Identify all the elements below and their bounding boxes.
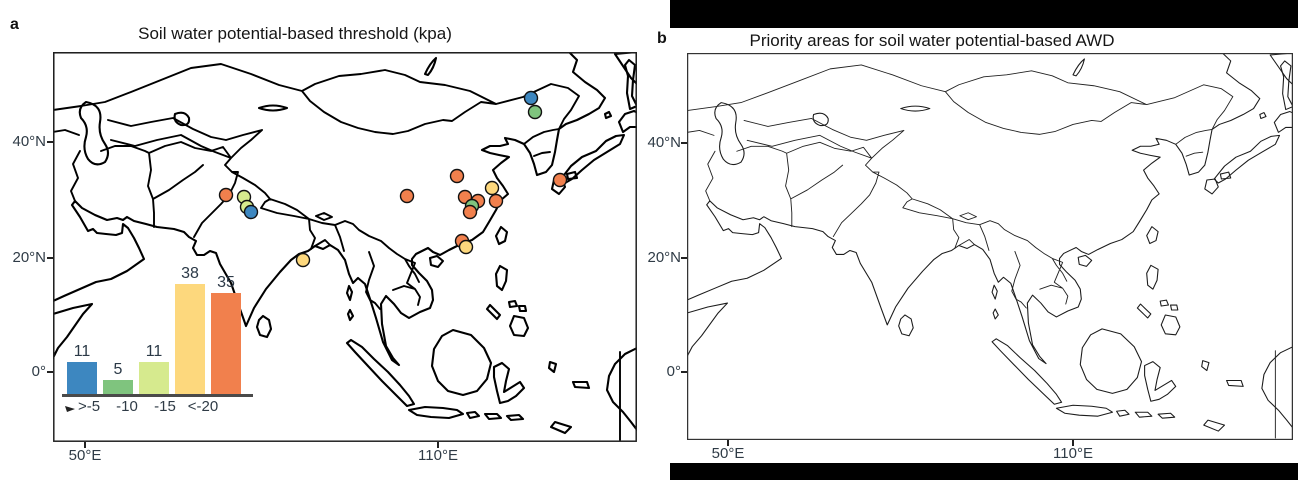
bar-value-label: 11 xyxy=(73,343,91,361)
panel-b-xtick-110e: 110°E xyxy=(1053,445,1093,462)
inset-category-labels: >-5 -10 -15 <-20 xyxy=(70,398,253,415)
panel-a-xtick-110e: 110°E xyxy=(418,447,458,464)
panel-a-tickmark xyxy=(47,371,53,373)
panel-b-label: b xyxy=(657,30,667,47)
panel-b-tickmark xyxy=(681,257,687,259)
inset-bar: 38 xyxy=(175,264,205,394)
inset-bar: 11 xyxy=(67,344,97,394)
threshold-map xyxy=(51,50,647,442)
bar-fill xyxy=(175,283,205,394)
bar-value-label: 11 xyxy=(145,343,163,361)
bar-category-label: >-5 xyxy=(77,398,101,415)
bar-category-label: -15 xyxy=(154,398,176,415)
inset-bar-chart: 11 5 11 38 35 >-5 -10 -15 <-20 xyxy=(62,264,253,415)
inset-bar: 5 xyxy=(103,360,133,394)
panel-a-label: a xyxy=(10,16,19,33)
panel-a-tickmark xyxy=(47,257,53,259)
map-frame xyxy=(687,53,1293,440)
panel-b-xtick-50e: 50°E xyxy=(711,445,745,462)
panel-a-tickmark xyxy=(84,442,86,448)
bar-fill xyxy=(67,362,97,394)
land-fill-layer xyxy=(687,53,1298,432)
inset-bar: 35 xyxy=(211,273,241,394)
bar-category-label: <-20 xyxy=(187,398,219,415)
panel-b-ytick-0: 0° xyxy=(666,363,681,380)
bar-value-label: 5 xyxy=(113,360,123,378)
panel-a-ytick-40n: 40°N xyxy=(12,133,46,150)
panel-b-title: Priority areas for soil water potential-… xyxy=(749,31,1115,50)
panel-a-title: Soil water potential-based threshold (kp… xyxy=(138,24,452,43)
panel-b-tickmark xyxy=(681,371,687,373)
inset-bars: 11 5 11 38 35 xyxy=(62,264,253,397)
bottom-black-bar xyxy=(670,463,1298,480)
bar-value-label: 38 xyxy=(181,264,199,282)
panel-a-ytick-0: 0° xyxy=(31,363,46,380)
panel-a-tickmark xyxy=(437,442,439,448)
panel-b-ytick-20n: 20°N xyxy=(647,249,681,266)
panel-a-ytick-20n: 20°N xyxy=(12,249,46,266)
cursor-artifact xyxy=(65,406,75,412)
sample-site-markers xyxy=(218,90,568,268)
priority-map xyxy=(686,52,1298,440)
panel-a-tickmark xyxy=(47,141,53,143)
bar-fill xyxy=(103,379,133,394)
panel-b-tickmark xyxy=(727,440,729,446)
top-black-bar xyxy=(670,0,1298,28)
panel-b-tickmark xyxy=(681,142,687,144)
panel-b-ytick-40n: 40°N xyxy=(647,134,681,151)
panel-a-xtick-50e: 50°E xyxy=(68,447,102,464)
bar-fill xyxy=(139,362,169,394)
bar-category-label: -10 xyxy=(116,398,138,415)
panel-b-map xyxy=(686,52,1298,440)
panel-a-map: 11 5 11 38 35 >-5 -10 -15 <-20 xyxy=(51,50,647,442)
inset-bar: 11 xyxy=(139,344,169,394)
bar-value-label: 35 xyxy=(217,273,235,291)
panel-b-tickmark xyxy=(1072,440,1074,446)
map-frame xyxy=(53,52,637,442)
bar-fill xyxy=(211,292,241,394)
